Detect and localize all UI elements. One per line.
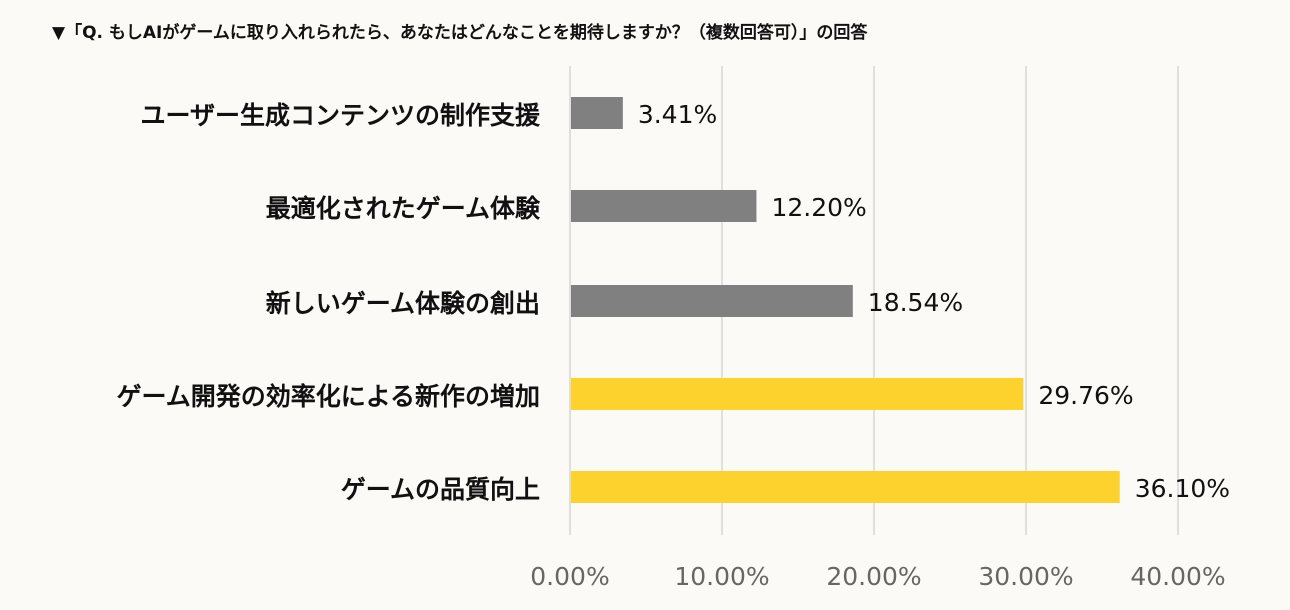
x-tick-label: 10.00% [674,562,769,591]
bar [571,190,757,222]
bar [571,285,853,317]
category-label: ゲーム開発の効率化による新作の増加 [116,382,540,411]
bar [571,97,623,129]
category-label: 新しいゲーム体験の創出 [266,289,540,318]
data-label: 3.41% [638,100,717,129]
category-label: ユーザー生成コンテンツの制作支援 [140,101,541,130]
bar [571,378,1024,410]
x-tick-label: 30.00% [978,562,1073,591]
x-tick-label: 40.00% [1130,562,1225,591]
chart-title: ▼「Q. もしAIがゲームに取り入れられたら、あなたはどんなことを期待しますか？… [52,23,868,43]
x-tick-label: 20.00% [826,562,921,591]
data-label: 18.54% [868,288,963,317]
data-label: 36.10% [1135,474,1230,503]
bar [571,471,1120,503]
data-label: 29.76% [1038,381,1133,410]
x-tick-label: 0.00% [530,562,609,591]
data-label: 12.20% [771,193,866,222]
category-label: 最適化されたゲーム体験 [266,194,541,223]
category-label: ゲームの品質向上 [341,475,540,504]
